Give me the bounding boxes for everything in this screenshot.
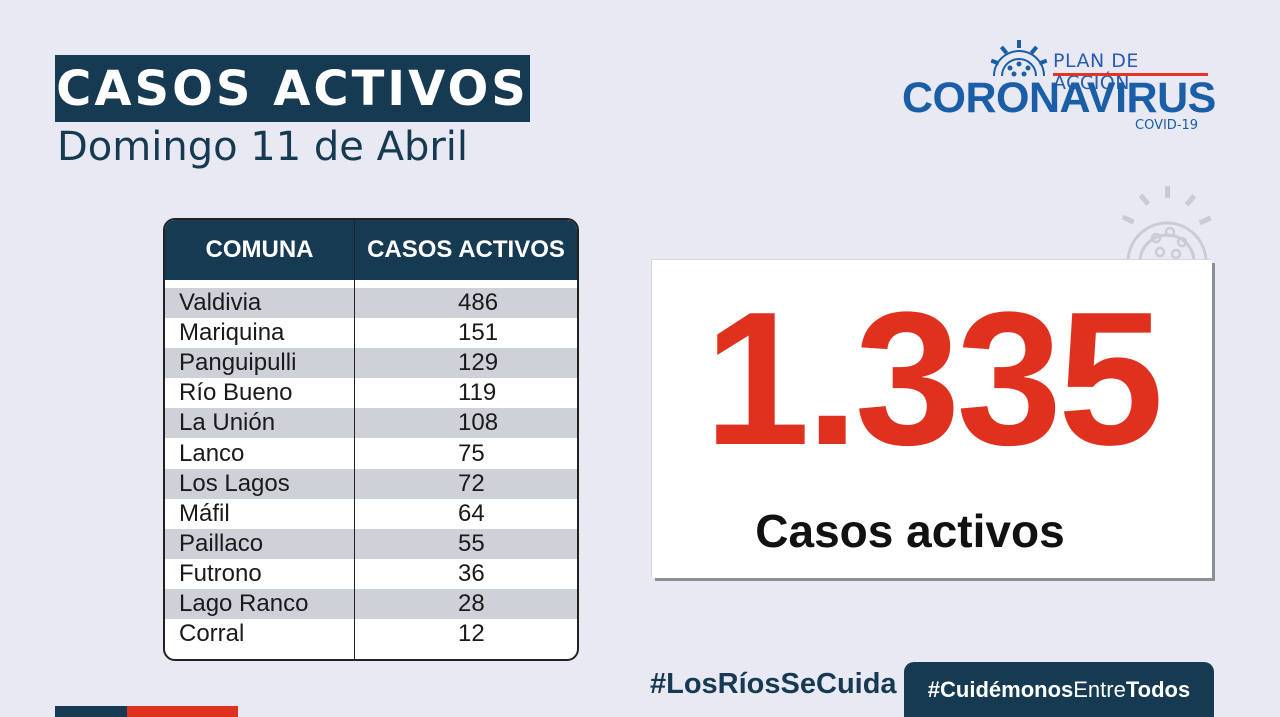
comuna-cell: Mariquina (179, 319, 285, 347)
comuna-cell: Futrono (179, 559, 262, 587)
logo-plan-text: PLAN DE ACCIÓN (1053, 50, 1139, 94)
comuna-cell: Río Bueno (179, 379, 293, 407)
table-row: Corral 12 (165, 619, 577, 649)
casos-cell: 28 (458, 589, 485, 617)
virus-icon (1121, 186, 1212, 262)
cases-table: COMUNA CASOS ACTIVOS Valdivia 486 Mariqui… (163, 218, 579, 661)
total-label: Casos activos (755, 505, 1065, 557)
hashtag-part-light: Entre (1073, 676, 1126, 702)
title-banner: CASOS ACTIVOS (55, 55, 530, 122)
casos-cell: 119 (458, 379, 497, 407)
casos-cell: 75 (458, 439, 485, 467)
casos-cell: 64 (458, 499, 485, 527)
comuna-cell: Máfil (179, 499, 230, 527)
logo-name: CORONAVIRUS (902, 74, 1216, 122)
hashtag-losrios: #LosRíosSeCuida (650, 668, 897, 700)
hashtag-part-bold: #Cuidémonos (927, 676, 1074, 702)
table-row: Panguipulli 129 (165, 348, 577, 379)
column-divider (354, 280, 355, 659)
table-body: Valdivia 486 Mariquina 151 Panguipulli 129 … (165, 280, 577, 659)
casos-cell: 151 (458, 319, 499, 347)
header-casos: CASOS ACTIVOS (367, 236, 565, 263)
comuna-cell: Panguipulli (179, 349, 297, 377)
casos-cell: 55 (458, 529, 485, 557)
total-card: 1.335 Casos activos (652, 260, 1212, 578)
logo-divider (1053, 73, 1208, 76)
date-subtitle: Domingo 11 de Abril (57, 124, 469, 170)
casos-cell: 36 (458, 559, 485, 587)
table-row: Máfil 64 (165, 499, 577, 529)
casos-cell: 486 (458, 289, 499, 317)
comuna-cell: La Unión (179, 409, 276, 437)
casos-cell: 72 (458, 469, 485, 497)
table-row: Futrono 36 (165, 559, 577, 589)
table-row: Río Bueno 119 (165, 378, 577, 408)
comuna-cell: Lanco (179, 439, 245, 467)
accent-bar-red (127, 706, 238, 717)
coronavirus-logo: PLAN DE ACCIÓN CORONAVIRUS COVID-19 (900, 38, 1220, 138)
table-row: Los Lagos 72 (165, 468, 577, 499)
table-row: Valdivia 486 (165, 288, 577, 319)
casos-cell: 129 (458, 349, 499, 377)
comuna-cell: Corral (179, 620, 245, 648)
hashtag-part-end: Todos (1125, 676, 1191, 702)
table-row: Lanco 75 (165, 438, 577, 468)
comuna-cell: Lago Ranco (179, 589, 309, 617)
total-value: 1.335 (704, 273, 1163, 485)
comuna-cell: Valdivia (179, 289, 262, 317)
table-row: La Unión 108 (165, 408, 577, 439)
hashtag-cuidemonos: #Cuidémonos Entre Todos (904, 662, 1214, 717)
table-row: Paillaco 55 (165, 528, 577, 559)
accent-bar-blue (55, 706, 127, 717)
casos-cell: 108 (458, 409, 499, 437)
header-comuna: COMUNA (165, 220, 355, 280)
table-row: Lago Ranco 28 (165, 588, 577, 620)
table-row: Mariquina 151 (165, 318, 577, 348)
virus-icon (990, 40, 1048, 77)
comuna-cell: Los Lagos (179, 469, 290, 497)
comuna-cell: Paillaco (179, 529, 264, 557)
page-title: CASOS ACTIVOS (56, 60, 529, 117)
table-header: COMUNA CASOS ACTIVOS (165, 220, 577, 280)
logo-sub: COVID-19 (1135, 118, 1199, 133)
casos-cell: 12 (458, 620, 485, 648)
